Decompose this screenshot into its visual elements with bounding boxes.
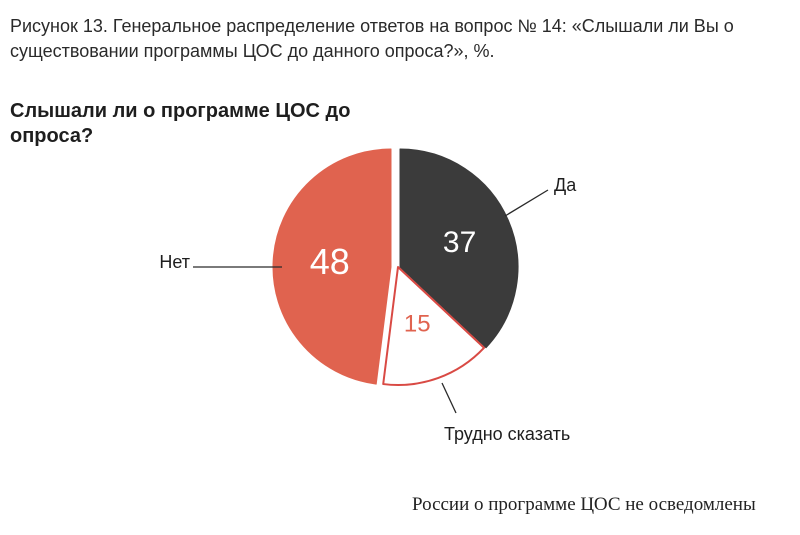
slice-value-trudno: 15: [404, 310, 431, 337]
pie-slice-trudno: [382, 266, 486, 386]
slice-label-net: Нет: [159, 252, 190, 272]
slice-label-trudno: Трудно сказать: [444, 424, 570, 444]
slice-label-da: Да: [554, 175, 577, 195]
pie-slice-net: [272, 148, 392, 385]
figure-caption: Рисунок 13. Генеральное распределение от…: [10, 16, 734, 61]
pie-slice-da: [399, 148, 519, 349]
leader-line-da: [504, 189, 549, 217]
leader-line-trudno: [441, 382, 457, 414]
slice-value-da: 37: [443, 226, 476, 259]
footer-text: России о программе ЦОС не осведомлены: [412, 494, 756, 515]
slice-value-net: 48: [310, 241, 350, 282]
chart-title: Слышали ли о программе ЦОС до опроса?: [10, 100, 351, 147]
